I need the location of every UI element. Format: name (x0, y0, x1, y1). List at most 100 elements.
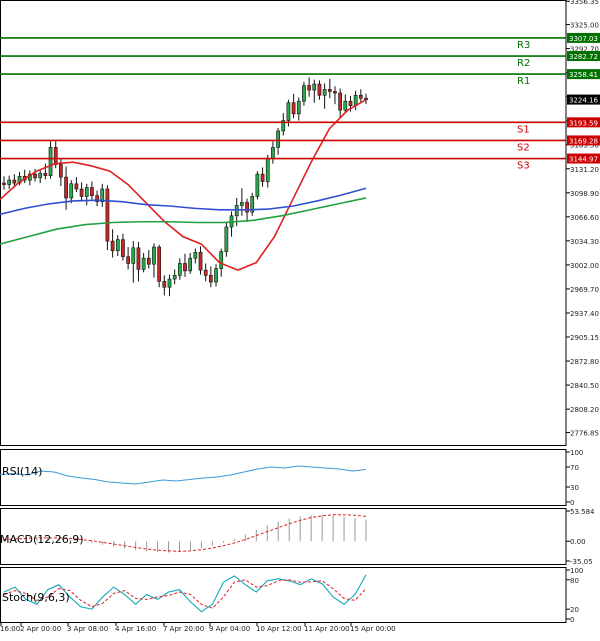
candle-body (136, 247, 141, 270)
level-price-tag-label: 3258.41 (569, 71, 598, 79)
level-price-tag (567, 153, 600, 164)
candle-body (198, 251, 203, 271)
x-axis-tick-label: 11 Apr 20:00 (304, 625, 350, 633)
candle-body (240, 202, 244, 206)
x-axis-tick-label: 9 Apr 04:00 (209, 625, 250, 633)
candle-body (358, 94, 363, 99)
x-axis-tick-label: 4 Apr 16:00 (115, 625, 156, 633)
level-price-tag (567, 135, 600, 146)
candle-body (157, 246, 161, 282)
candle-body (203, 269, 208, 276)
price-y-tick-label: 2969.70 (570, 286, 599, 294)
candle-body (79, 188, 84, 197)
candle-body (271, 147, 275, 159)
level-label-r2: R2 (517, 58, 530, 69)
price-y-tick-label: 3098.90 (570, 190, 599, 198)
x-axis-tick-label: 7 Apr 20:00 (163, 625, 204, 633)
stoch-y-tick-label: 100 (570, 567, 583, 575)
price-y-tick-label: 3292.70 (570, 46, 599, 54)
price-y-tick-label: 2905.15 (570, 334, 599, 342)
candle-body (296, 100, 301, 115)
candle-body (167, 278, 172, 288)
macd-title: MACD(12,26,9) (0, 533, 84, 546)
candle-body (307, 85, 311, 91)
candle-body (348, 100, 353, 106)
level-label-s3: S3 (517, 161, 530, 172)
candle-body (33, 173, 37, 179)
candle-body (38, 173, 43, 179)
candle-body (2, 182, 6, 185)
level-label-r3: R3 (517, 40, 530, 51)
candle-body (162, 280, 167, 288)
candle-body (12, 179, 17, 184)
candle-body (90, 187, 94, 197)
candle-body (245, 202, 249, 213)
level-label-s2: S2 (517, 142, 530, 153)
x-axis-tick-label: 15 Apr 00:00 (350, 625, 396, 633)
candle-body (183, 263, 187, 272)
candle-body (126, 256, 130, 264)
candle-body (343, 100, 348, 111)
candle-body (193, 251, 198, 259)
candle-body (131, 247, 136, 264)
rsi-y-tick-label: 30 (570, 484, 579, 492)
candle-body (177, 263, 182, 276)
price-y-tick-label: 2937.40 (570, 310, 599, 318)
moving-average-line (0, 187, 367, 216)
candle-body (48, 147, 53, 176)
price-panel-frame (0, 0, 567, 446)
current-price-tag (567, 94, 600, 105)
price-y-tick-label: 3325.00 (570, 22, 599, 30)
candle-body (115, 239, 120, 252)
candle-body (224, 226, 229, 252)
level-label-r1: R1 (517, 76, 530, 87)
stoch-y-tick-label: 20 (570, 606, 579, 614)
moving-average-line (0, 99, 367, 271)
candle-body (59, 164, 63, 178)
candle-body (260, 173, 265, 182)
macd-y-tick-label: 53.584 (570, 508, 595, 516)
candle-body (291, 102, 296, 115)
candle-body (146, 257, 151, 265)
candle-body (338, 92, 342, 111)
stoch-y-tick-label: 0 (570, 616, 574, 624)
indicator-panel-frame (0, 567, 567, 623)
candle-body (152, 246, 156, 265)
candle-body (141, 257, 146, 270)
rsi-y-tick-label: 100 (570, 449, 583, 457)
rsi-y-tick-label: 0 (570, 499, 574, 507)
price-y-tick-label: 2776.85 (570, 429, 599, 437)
candle-body (317, 83, 322, 96)
indicator-panel-frame (0, 508, 567, 565)
stoch-y-tick-label: 80 (570, 577, 579, 585)
moving-average-line (0, 197, 367, 245)
level-price-tag-label: 3144.97 (569, 156, 598, 164)
candle-body (281, 120, 286, 132)
candle-body (333, 91, 337, 94)
current-price-label: 3224.16 (569, 97, 598, 105)
stoch-line (3, 579, 367, 609)
candle-body (214, 268, 218, 283)
x-axis-tick-label: 10 Apr 12:00 (256, 625, 302, 633)
rsi-y-tick-label: 70 (570, 464, 579, 472)
x-axis-tick-label: 3 Apr 08:00 (67, 625, 108, 633)
price-y-tick-label: 2840.50 (570, 382, 599, 390)
level-price-tag (567, 51, 600, 62)
price-y-tick-label: 3131.20 (570, 166, 599, 174)
price-y-tick-label: 3066.60 (570, 214, 599, 222)
candle-body (53, 147, 58, 165)
macd-signal-line (3, 514, 367, 552)
candle-body (172, 275, 177, 280)
price-y-tick-label: 3356.35 (570, 0, 599, 6)
candle-body (265, 158, 270, 182)
rsi-title: RSI(14) (2, 465, 42, 478)
rsi-line (0, 465, 367, 485)
price-y-tick-label: 3002.00 (570, 262, 599, 270)
level-label-s1: S1 (517, 124, 530, 135)
level-price-tag-label: 3169.28 (569, 137, 598, 145)
candle-body (302, 85, 306, 102)
candle-body (322, 88, 327, 96)
x-axis-tick-label: 2 Apr 00:00 (20, 625, 61, 633)
